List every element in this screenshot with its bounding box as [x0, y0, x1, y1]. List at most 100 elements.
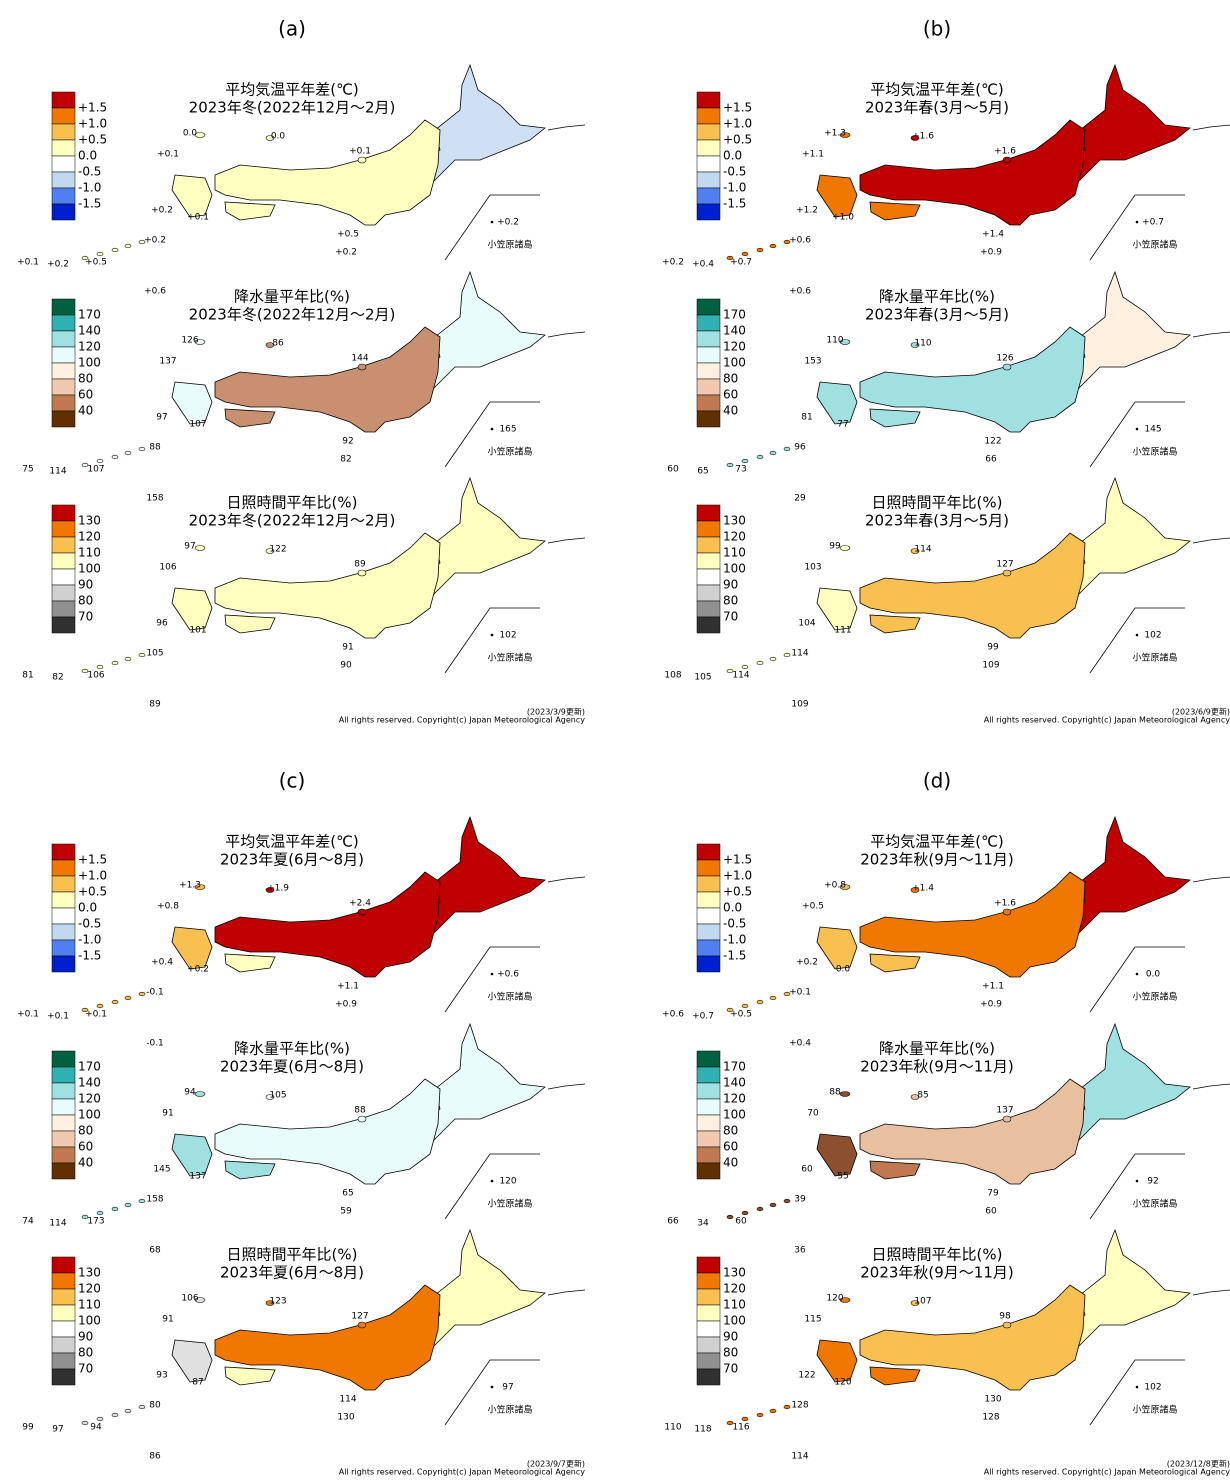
- station-value: 123: [269, 1297, 286, 1307]
- station-value: +1.4: [912, 884, 934, 894]
- land: [870, 202, 920, 220]
- land: [172, 382, 212, 424]
- legend-swatch: [697, 908, 720, 924]
- kuril-islands: [1193, 332, 1230, 337]
- station-value: 103: [804, 563, 821, 573]
- legend-swatch: [52, 1083, 75, 1099]
- station-value: 75: [22, 465, 33, 475]
- legend-label: +1.0: [78, 869, 107, 883]
- station-value: 114: [914, 545, 931, 555]
- station-value: 97: [52, 1425, 63, 1435]
- copyright: All rights reserved. Copyright(c) Japan …: [984, 716, 1230, 725]
- legend-swatch: [697, 347, 720, 363]
- legend-swatch: [52, 315, 75, 331]
- legend-label: 120: [78, 1092, 101, 1106]
- legend-swatch: [52, 379, 75, 395]
- station-value: 90: [340, 661, 352, 671]
- land: [1065, 1024, 1190, 1144]
- legend-swatch: [697, 331, 720, 347]
- inset-label: 小笠原諸島: [487, 239, 532, 251]
- station-value: +1.1: [982, 982, 1004, 992]
- panel: (d)(2023/12/8更新)All rights reserved. Cop…: [662, 769, 1230, 1477]
- map-title: 降水量平年比(%): [879, 1040, 995, 1058]
- legend-swatch: [52, 569, 75, 585]
- legend-label: 110: [723, 1298, 746, 1312]
- legend-swatch: [52, 1257, 75, 1273]
- legend-swatch: [52, 331, 75, 347]
- station-value: +1.6: [912, 132, 934, 142]
- legend-swatch: [697, 521, 720, 537]
- kuril-islands: [548, 125, 585, 130]
- station-value: 85: [917, 1091, 928, 1101]
- legend-label: 80: [723, 372, 738, 386]
- legend-swatch: [52, 521, 75, 537]
- station-value: +0.5: [337, 230, 359, 240]
- island: [784, 1405, 790, 1409]
- legend-label: +1.5: [723, 853, 752, 867]
- legend-swatch: [52, 1369, 75, 1385]
- land: [420, 817, 545, 937]
- island: [757, 1207, 763, 1211]
- land: [817, 588, 857, 630]
- station-value: 60: [985, 1207, 997, 1217]
- station-value: +0.2: [662, 258, 684, 268]
- land: [1065, 478, 1190, 598]
- station-value: 114: [49, 1219, 66, 1229]
- legend-swatch: [697, 1051, 720, 1067]
- legend-label: 130: [723, 514, 746, 528]
- station-value: +0.2: [335, 248, 357, 258]
- legend-label: 40: [723, 1156, 738, 1170]
- legend-swatch: [52, 140, 75, 156]
- station-value: 109: [791, 700, 808, 710]
- map-title: 平均気温平年差(℃): [225, 81, 359, 99]
- legend-label: 40: [723, 404, 738, 418]
- legend-swatch: [697, 204, 720, 220]
- island: [358, 1322, 366, 1328]
- island: [757, 661, 763, 665]
- legend-swatch: [697, 1337, 720, 1353]
- island: [358, 1116, 366, 1122]
- map-block: 小笠原諸島降水量平年比(%)2023年夏(6月～8月)1701401201008…: [22, 1024, 585, 1256]
- station-value: +0.6: [144, 287, 166, 297]
- island: [358, 364, 366, 370]
- legend-label: -1.0: [723, 181, 746, 195]
- land: [870, 954, 920, 972]
- station-value: 97: [184, 542, 195, 552]
- map-block: 小笠原諸島日照時間平年比(%)2023年秋(9月～11月)13012011010…: [664, 1230, 1230, 1462]
- legend-swatch: [52, 347, 75, 363]
- station-value: 79: [987, 1189, 999, 1199]
- legend-label: -0.5: [78, 917, 101, 931]
- copyright: All rights reserved. Copyright(c) Japan …: [339, 716, 586, 725]
- island: [1003, 570, 1011, 576]
- station-value: 145: [153, 1165, 170, 1175]
- legend-swatch: [52, 940, 75, 956]
- legend-swatch: [697, 617, 720, 633]
- legend-swatch: [52, 553, 75, 569]
- station-value: +0.6: [789, 236, 811, 246]
- station-value: +0.4: [692, 260, 714, 270]
- legend-label: 90: [723, 1330, 738, 1344]
- map-title: 降水量平年比(%): [879, 288, 995, 306]
- island: [82, 1421, 88, 1425]
- island: [112, 455, 118, 459]
- legend-swatch: [697, 924, 720, 940]
- legend-swatch: [697, 1131, 720, 1147]
- panel-label: (d): [923, 769, 951, 793]
- island: [784, 1199, 790, 1203]
- map-subtitle: 2023年冬(2022年12月～2月): [189, 512, 396, 530]
- station-value: 66: [667, 1217, 679, 1227]
- legend-label: 170: [723, 308, 746, 322]
- station-value: +0.6: [789, 287, 811, 297]
- station-value: +0.6: [662, 1010, 684, 1020]
- station-value: +1.2: [796, 206, 818, 216]
- station-value: 127: [996, 560, 1013, 570]
- land: [817, 1340, 857, 1382]
- station-value: 0.0: [836, 965, 851, 975]
- legend-label: -1.5: [78, 197, 101, 211]
- legend-swatch: [697, 188, 720, 204]
- legend-label: 100: [723, 1108, 746, 1122]
- island: [125, 996, 131, 1000]
- station-value: 101: [189, 626, 206, 636]
- legend-swatch: [52, 892, 75, 908]
- legend-label: +0.5: [78, 133, 107, 147]
